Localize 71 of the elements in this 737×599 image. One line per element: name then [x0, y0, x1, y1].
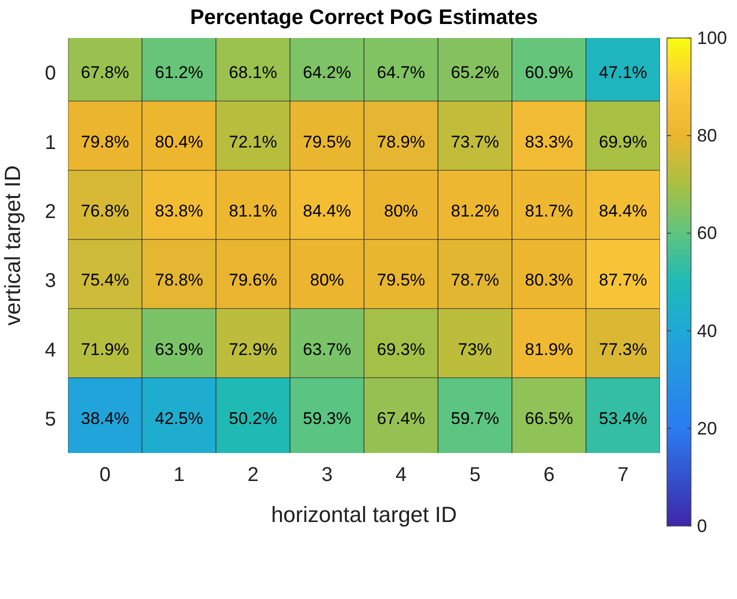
data-label: 84.4% — [598, 201, 648, 220]
x-tick-label: 4 — [395, 464, 407, 486]
y-tick-label: 1 — [44, 132, 56, 154]
data-label: 78.7% — [450, 270, 500, 290]
data-label: 75.4% — [80, 270, 130, 290]
data-label: 73.7% — [450, 132, 500, 152]
data-label: 67.8% — [80, 63, 130, 82]
x-axis-title: horizontal target ID — [271, 502, 457, 527]
data-label: 60.9% — [524, 63, 574, 82]
data-label: 64.7% — [376, 63, 426, 82]
y-tick-label: 5 — [44, 408, 56, 431]
data-label: 59.3% — [302, 408, 352, 428]
data-label: 80% — [384, 201, 418, 220]
data-label: 38.4% — [80, 408, 130, 428]
x-tick-label: 1 — [173, 464, 185, 486]
data-label: 42.5% — [154, 408, 204, 428]
data-label: 71.9% — [80, 340, 130, 359]
data-label: 66.5% — [524, 408, 574, 428]
data-label: 79.5% — [302, 132, 352, 152]
data-label: 79.6% — [228, 270, 278, 290]
data-label: 67.4% — [376, 408, 426, 428]
data-label: 84.4% — [302, 201, 352, 220]
x-tick-label: 5 — [469, 464, 481, 486]
data-label: 80% — [310, 270, 344, 290]
data-label: 68.1% — [228, 63, 278, 82]
data-label: 78.8% — [154, 270, 204, 290]
x-tick-label: 6 — [543, 464, 555, 486]
x-tick-label: 7 — [617, 464, 629, 486]
data-label: 80.3% — [524, 270, 574, 290]
data-label: 73% — [458, 340, 492, 359]
color-bar-label: 20 — [697, 418, 718, 438]
color-bar-label: 60 — [697, 223, 718, 244]
color-bar-label: 100 — [697, 28, 728, 48]
data-label: 72.9% — [228, 340, 278, 359]
data-label: 65.2% — [450, 63, 500, 82]
y-axis-title: vertical target ID — [0, 165, 25, 326]
data-label: 81.7% — [524, 201, 574, 220]
data-label: 77.3% — [598, 340, 648, 359]
data-label: 63.9% — [154, 340, 204, 359]
data-label: 61.2% — [154, 63, 204, 82]
data-label: 69.9% — [598, 132, 648, 152]
data-label: 69.3% — [376, 340, 426, 359]
data-label: 79.5% — [376, 270, 426, 290]
data-label: 72.1% — [228, 132, 278, 152]
data-label: 81.2% — [450, 201, 500, 220]
y-tick-label: 3 — [44, 270, 56, 292]
y-tick-label: 2 — [44, 201, 56, 224]
data-label: 63.7% — [302, 340, 352, 359]
data-label: 64.2% — [302, 63, 352, 82]
data-label: 83.8% — [154, 201, 204, 220]
data-label: 53.4% — [598, 408, 648, 428]
data-label: 80.4% — [154, 132, 204, 152]
chart-title: Percentage Correct PoG Estimates — [189, 6, 539, 30]
data-label: 76.8% — [80, 201, 130, 220]
color-bar-label: 80 — [697, 126, 718, 146]
data-label: 78.9% — [376, 132, 426, 152]
data-label: 81.1% — [228, 201, 278, 220]
x-tick-label: 0 — [99, 464, 111, 486]
color-bar-label: 0 — [697, 516, 708, 536]
x-tick-label: 2 — [247, 464, 259, 486]
data-label: 47.1% — [598, 63, 648, 82]
y-tick-label: 0 — [44, 62, 56, 85]
data-label: 79.8% — [80, 132, 130, 152]
color-bar-label: 40 — [697, 320, 718, 341]
data-label: 83.3% — [524, 132, 574, 152]
data-label: 81.9% — [524, 340, 574, 359]
data-label: 59.7% — [450, 408, 500, 428]
x-tick-label: 3 — [321, 464, 333, 486]
data-label: 87.7% — [598, 270, 648, 290]
data-label: 50.2% — [228, 408, 278, 428]
y-tick-label: 4 — [44, 339, 56, 362]
